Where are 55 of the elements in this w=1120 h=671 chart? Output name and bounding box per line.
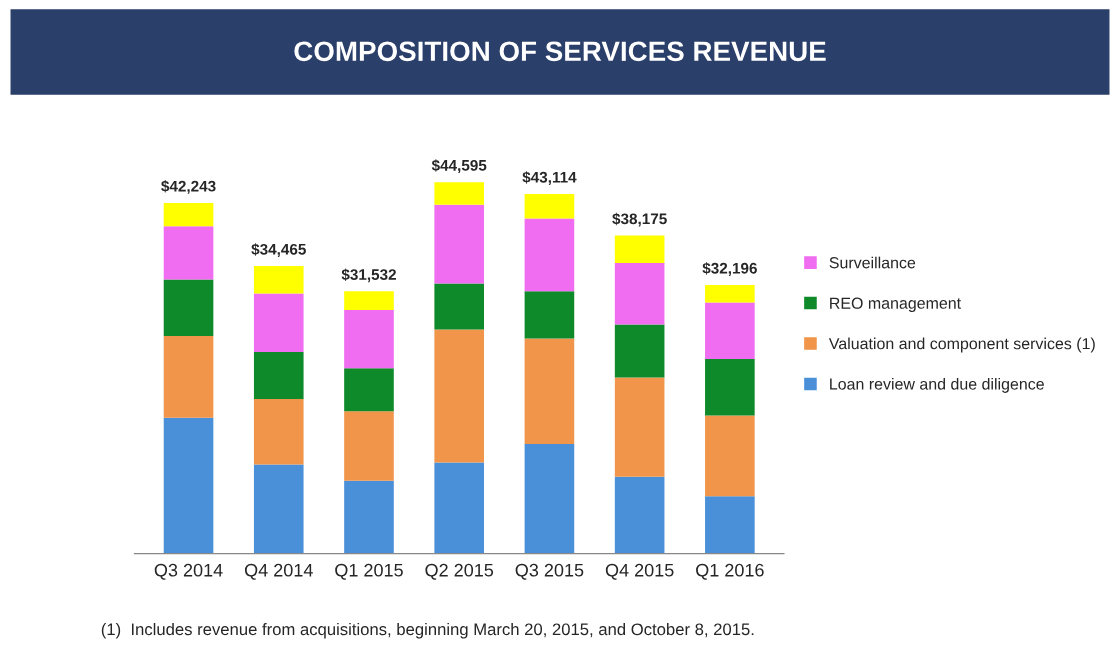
annotation: $42,243 bbox=[161, 180, 216, 194]
bar bbox=[344, 411, 394, 481]
x-tick-label: Q3 2014 bbox=[154, 563, 223, 580]
bar bbox=[524, 194, 575, 219]
annotation: $44,595 bbox=[431, 159, 487, 173]
bar bbox=[434, 182, 485, 205]
bar bbox=[163, 226, 214, 280]
bar bbox=[705, 415, 755, 497]
bar bbox=[614, 476, 665, 554]
x-tick-label: Q2 2015 bbox=[425, 563, 494, 580]
bar bbox=[434, 204, 485, 284]
legend-label: Valuation and component services (1) bbox=[828, 337, 1095, 353]
bar bbox=[524, 444, 575, 554]
bar bbox=[344, 309, 394, 369]
bar bbox=[253, 399, 304, 465]
bar bbox=[705, 285, 755, 303]
annotation: $43,114 bbox=[522, 171, 577, 185]
bar bbox=[705, 496, 755, 554]
annotation: $34,465 bbox=[251, 243, 306, 257]
bar bbox=[614, 235, 665, 264]
bar bbox=[163, 335, 214, 418]
bar bbox=[434, 462, 485, 554]
bar bbox=[344, 291, 394, 310]
legend-label: REO management bbox=[830, 297, 961, 312]
bar bbox=[344, 368, 394, 412]
x-tick-label: Q3 2015 bbox=[515, 563, 584, 580]
bar bbox=[614, 377, 665, 477]
bar bbox=[253, 351, 304, 400]
bar bbox=[614, 263, 665, 325]
bar bbox=[163, 202, 214, 227]
bar bbox=[524, 291, 575, 339]
bar bbox=[524, 218, 575, 292]
bar bbox=[253, 266, 304, 294]
bar bbox=[163, 279, 214, 336]
annotation: $32,196 bbox=[702, 262, 757, 276]
annotation: $38,175 bbox=[612, 212, 667, 227]
bar bbox=[434, 329, 485, 463]
bar bbox=[705, 302, 755, 359]
chart-title: COMPOSITION OF SERVICES REVENUE bbox=[294, 41, 826, 62]
bar bbox=[163, 417, 214, 554]
bar bbox=[253, 464, 304, 554]
bar bbox=[344, 480, 394, 554]
annotation: $31,532 bbox=[341, 268, 396, 283]
x-tick-label: Q4 2014 bbox=[244, 563, 313, 580]
x-tick-label: Q1 2016 bbox=[696, 563, 764, 580]
bar bbox=[614, 324, 665, 378]
x-tick-label: Q4 2015 bbox=[605, 563, 674, 580]
text: (1) Includes revenue from acquisitions, beginning March 20, 2015, and October 8, 2015. bbox=[101, 622, 754, 639]
legend-label: Surveillance bbox=[829, 256, 916, 269]
bar bbox=[434, 283, 485, 330]
bar bbox=[524, 338, 575, 444]
bar bbox=[253, 293, 304, 352]
bar bbox=[705, 358, 755, 416]
x-tick-label: Q1 2015 bbox=[335, 563, 403, 580]
legend-label: Loan review and due diligence bbox=[830, 377, 1044, 393]
